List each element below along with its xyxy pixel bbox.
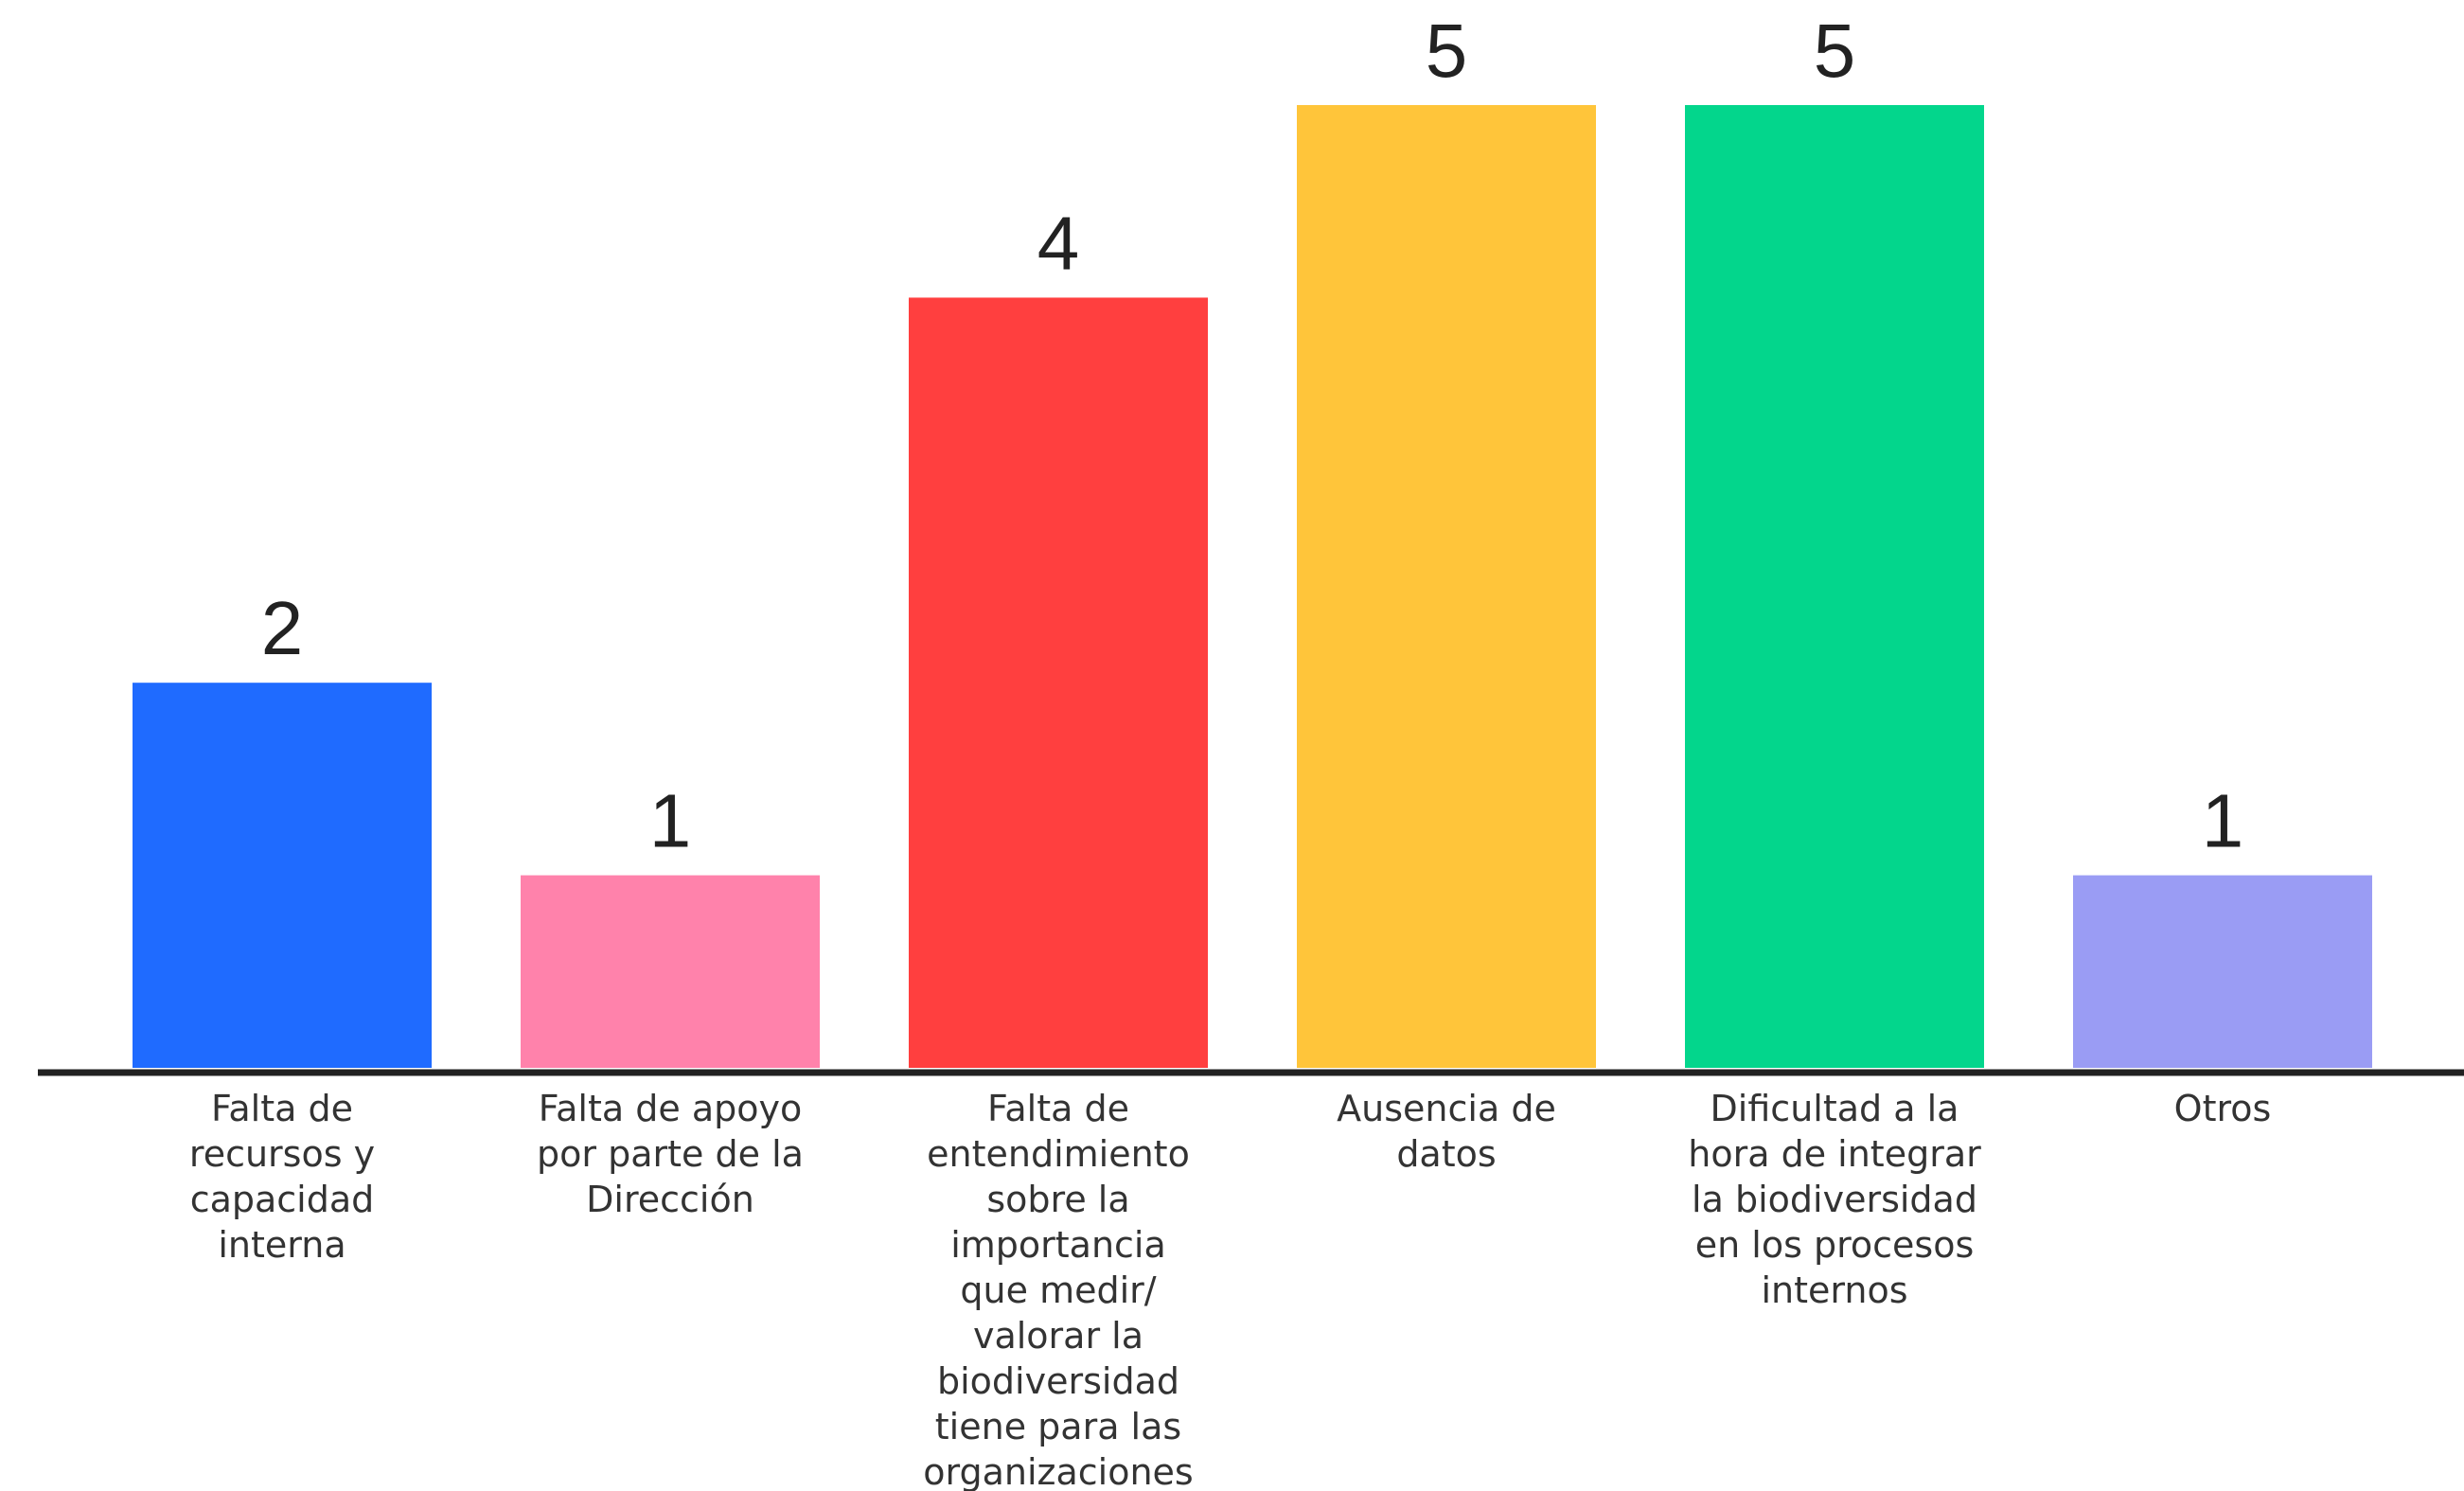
category-label-line: biodiversidad	[937, 1360, 1179, 1402]
category-labels-group: Falta de recursos y capacidad internaFalta …	[189, 1088, 2271, 1491]
bar-value-label-2: 1	[649, 779, 692, 863]
category-label-1: Falta de recursos y capacidad interna	[189, 1088, 375, 1266]
category-label-line: en los procesos	[1695, 1224, 1975, 1266]
bar-1	[133, 683, 432, 1068]
category-label-line: importancia	[950, 1224, 1166, 1266]
category-label-line: hora de integrar	[1688, 1133, 1981, 1175]
category-label-line: organizaciones	[923, 1451, 1193, 1491]
bar-value-label-3: 4	[1037, 201, 1080, 285]
category-label-line: capacidad	[190, 1179, 375, 1220]
bar-6	[2073, 875, 2372, 1068]
category-label-line: Ausencia de	[1337, 1088, 1556, 1129]
bar-value-label-1: 2	[261, 586, 304, 670]
category-label-line: entendimiento	[927, 1133, 1190, 1175]
bar-3	[909, 297, 1208, 1068]
category-label-3: Falta de entendimiento sobre la importancia…	[923, 1088, 1193, 1491]
bar-4	[1297, 105, 1596, 1068]
category-label-line: Falta de apoyo	[539, 1088, 802, 1129]
bars-group	[133, 105, 2372, 1068]
category-label-5: Dificultad a la hora de integrar la biodiv…	[1688, 1088, 1981, 1311]
bar-value-label-4: 5	[1426, 9, 1468, 93]
category-label-4: Ausencia de datos	[1337, 1088, 1556, 1175]
category-label-line: Falta de	[987, 1088, 1129, 1129]
bar-value-label-6: 1	[2202, 779, 2244, 863]
value-labels-group: 2 1 4 5 5 1	[261, 9, 2244, 863]
category-label-line: la biodiversidad	[1692, 1179, 1977, 1220]
bar-5	[1685, 105, 1984, 1068]
category-label-line: Otros	[2174, 1088, 2272, 1129]
bar-value-label-5: 5	[1814, 9, 1856, 93]
bar-2	[521, 875, 820, 1068]
category-label-line: recursos y	[189, 1133, 375, 1175]
category-label-line: interna	[218, 1224, 346, 1266]
category-label-2: Falta de apoyo por parte de la Dirección	[537, 1088, 804, 1220]
category-label-line: valorar la	[973, 1315, 1143, 1357]
category-label-line: tiene para las	[935, 1406, 1181, 1447]
category-label-6: Otros	[2174, 1088, 2272, 1129]
category-label-line: sobre la	[986, 1179, 1129, 1220]
category-label-line: Dirección	[586, 1179, 754, 1220]
category-label-line: internos	[1761, 1269, 1907, 1311]
category-label-line: que medir/	[960, 1269, 1156, 1311]
category-label-line: Falta de	[211, 1088, 353, 1129]
category-label-line: datos	[1396, 1133, 1496, 1175]
category-label-line: por parte de la	[537, 1133, 804, 1175]
category-label-line: Dificultad a la	[1711, 1088, 1959, 1129]
